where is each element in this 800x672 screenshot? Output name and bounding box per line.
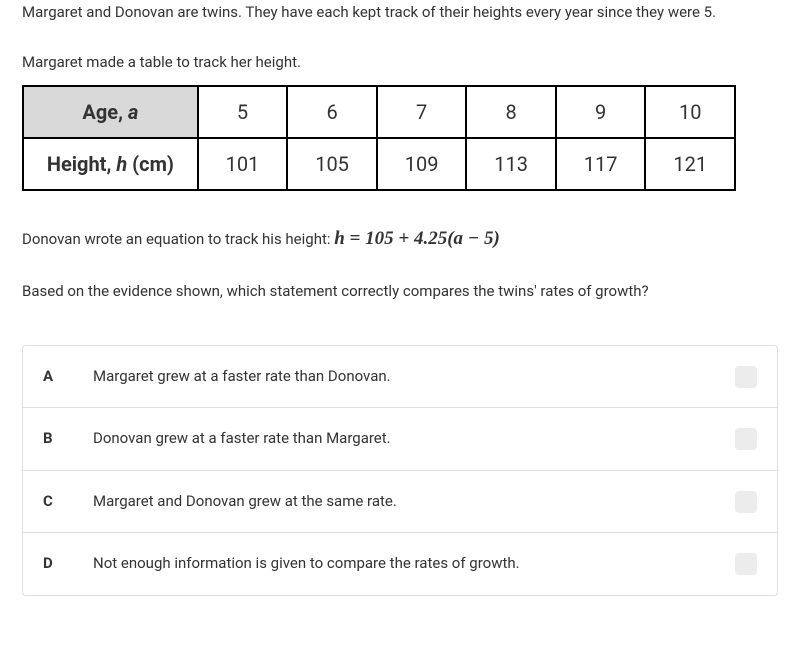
answer-option-b[interactable]: B Donovan grew at a faster rate than Mar… bbox=[23, 408, 777, 471]
height-table: Age, a 5 6 7 8 9 10 Height, h (cm) 101 1… bbox=[22, 85, 736, 191]
table-cell: 5 bbox=[198, 86, 288, 138]
table-cell: 105 bbox=[287, 138, 377, 190]
table-cell: 6 bbox=[287, 86, 377, 138]
checkbox-icon[interactable] bbox=[735, 491, 757, 513]
table-intro: Margaret made a table to track her heigh… bbox=[22, 50, 778, 76]
table-cell: 109 bbox=[377, 138, 467, 190]
answer-option-a[interactable]: A Margaret grew at a faster rate than Do… bbox=[23, 346, 777, 409]
answer-option-c[interactable]: C Margaret and Donovan grew at the same … bbox=[23, 471, 777, 534]
table-row: Height, h (cm) 101 105 109 113 117 121 bbox=[23, 138, 735, 190]
table-cell: 101 bbox=[198, 138, 288, 190]
table-cell: 9 bbox=[556, 86, 646, 138]
answer-label: A bbox=[43, 364, 93, 390]
table-cell: 113 bbox=[466, 138, 556, 190]
equation: h = 105 + 4.25(a − 5) bbox=[334, 228, 500, 249]
table-cell: 8 bbox=[466, 86, 556, 138]
table-cell: 10 bbox=[645, 86, 735, 138]
question-text: Based on the evidence shown, which state… bbox=[22, 279, 778, 305]
answer-text: Margaret and Donovan grew at the same ra… bbox=[93, 489, 735, 515]
table-row: Age, a 5 6 7 8 9 10 bbox=[23, 86, 735, 138]
answer-option-d[interactable]: D Not enough information is given to com… bbox=[23, 533, 777, 595]
answer-text: Not enough information is given to compa… bbox=[93, 551, 735, 577]
answer-text: Donovan grew at a faster rate than Marga… bbox=[93, 426, 735, 452]
answer-label: B bbox=[43, 426, 93, 452]
label-text: Height, bbox=[47, 152, 117, 176]
row-header-height: Height, h (cm) bbox=[23, 138, 198, 190]
label-unit: (cm) bbox=[127, 152, 174, 176]
label-text: Age, bbox=[82, 100, 128, 124]
answer-label: D bbox=[43, 551, 93, 577]
equation-intro: Donovan wrote an equation to track his h… bbox=[22, 230, 334, 248]
answer-list: A Margaret grew at a faster rate than Do… bbox=[22, 345, 778, 596]
problem-intro: Margaret and Donovan are twins. They hav… bbox=[22, 0, 778, 26]
table-cell: 7 bbox=[377, 86, 467, 138]
equation-line: Donovan wrote an equation to track his h… bbox=[22, 223, 778, 255]
label-var: h bbox=[116, 152, 127, 176]
checkbox-icon[interactable] bbox=[735, 553, 757, 575]
answer-text: Margaret grew at a faster rate than Dono… bbox=[93, 364, 735, 390]
answer-label: C bbox=[43, 489, 93, 515]
row-header-age: Age, a bbox=[23, 86, 198, 138]
label-var: a bbox=[128, 100, 138, 124]
checkbox-icon[interactable] bbox=[735, 428, 757, 450]
table-cell: 121 bbox=[645, 138, 735, 190]
checkbox-icon[interactable] bbox=[735, 366, 757, 388]
table-cell: 117 bbox=[556, 138, 646, 190]
